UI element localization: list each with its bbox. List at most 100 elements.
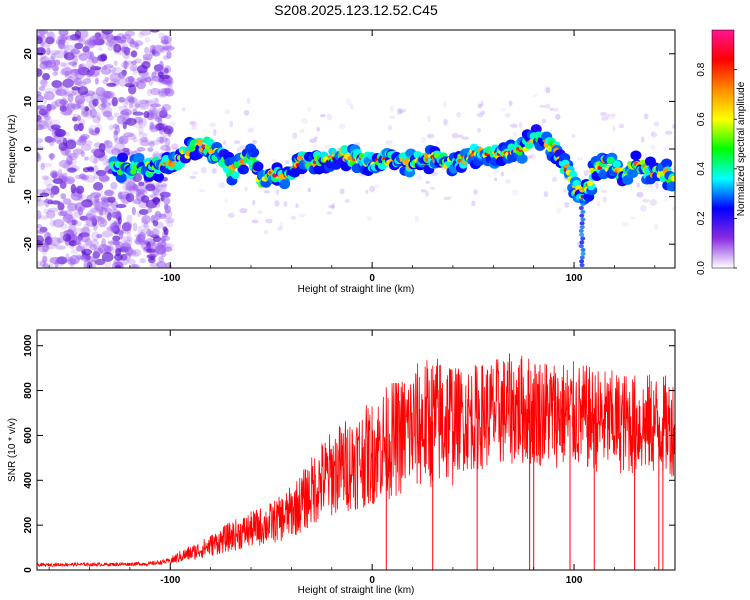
heat-faint-blob (611, 148, 615, 153)
heat-noise-blob (119, 110, 129, 116)
heat-noise-blob (63, 44, 76, 54)
spectrogram-ylabel: Frequency (Hz) (7, 115, 18, 184)
heat-faint-blob (473, 189, 479, 195)
heat-noise-blob (37, 146, 45, 151)
heat-noise-blob (125, 181, 136, 191)
heat-faint-blob (246, 97, 251, 105)
heat-noise-blob (66, 220, 74, 225)
heat-faint-blob (649, 198, 657, 206)
heat-noise-blob (46, 47, 51, 56)
heat-faint-blob (385, 140, 393, 146)
heat-noise-blob (115, 259, 121, 267)
heat-noise-blob (160, 183, 168, 188)
heat-noise-blob (77, 194, 86, 200)
heat-noise-blob (124, 112, 130, 118)
heat-noise-blob (109, 72, 122, 83)
heat-ridge-blob (237, 164, 249, 175)
heat-noise-blob (164, 88, 175, 97)
heat-noise-blob (64, 52, 75, 61)
heat-noise-blob (129, 38, 135, 45)
heat-noise-blob (84, 213, 96, 221)
heat-faint-blob (298, 174, 305, 179)
heat-noise-blob (133, 233, 140, 238)
heat-noise-blob (64, 147, 71, 158)
heat-faint-blob (443, 101, 447, 108)
heat-faint-blob (539, 104, 547, 108)
heat-faint-blob (200, 166, 207, 174)
heat-noise-blob (160, 144, 171, 151)
heat-noise-blob (68, 160, 73, 165)
heat-noise-blob (62, 213, 74, 223)
heat-noise-blob (149, 121, 155, 131)
heat-faint-blob (650, 132, 658, 138)
heat-noise-blob (75, 245, 83, 252)
heat-faint-blob (313, 136, 318, 140)
heat-noise-blob (71, 103, 81, 110)
heat-faint-blob (339, 188, 345, 195)
heat-spike-blob (578, 198, 584, 203)
heat-noise-blob (150, 227, 161, 237)
heat-noise-blob (72, 219, 78, 226)
heat-noise-blob (144, 100, 155, 107)
heat-faint-blob (621, 222, 629, 227)
heat-ridge-blob (272, 173, 278, 178)
heat-noise-blob (71, 86, 80, 91)
heat-noise-blob (62, 78, 74, 88)
heat-noise-blob (98, 103, 107, 111)
heat-faint-blob (664, 195, 668, 202)
heat-noise-blob (77, 85, 89, 96)
heat-noise-blob (85, 240, 93, 249)
heat-noise-blob (121, 61, 130, 69)
heat-noise-blob (133, 124, 144, 129)
heat-faint-blob (480, 100, 484, 107)
heat-faint-blob (499, 107, 507, 112)
heat-noise-blob (128, 103, 133, 109)
heat-noise-blob (67, 93, 74, 103)
heat-noise-blob (100, 102, 107, 109)
heat-ridge-blob (248, 147, 260, 158)
heat-noise-blob (120, 258, 129, 266)
heat-noise-blob (72, 148, 84, 155)
heat-faint-blob (387, 124, 393, 131)
heat-noise-blob (114, 241, 125, 249)
heat-ridge-blob (347, 156, 353, 161)
heat-noise-blob (62, 107, 73, 116)
heat-noise-blob (37, 229, 45, 234)
heat-noise-blob (89, 129, 99, 136)
heat-ridge-blob (612, 160, 621, 168)
heat-noise-blob (46, 263, 54, 268)
heat-noise-blob (40, 162, 45, 171)
heat-noise-blob (132, 67, 138, 76)
heat-noise-blob (43, 176, 53, 187)
heat-noise-blob (85, 140, 93, 146)
heat-ridge-blob (239, 158, 244, 164)
heat-noise-blob (149, 30, 160, 33)
heat-noise-blob (81, 248, 93, 256)
heat-faint-blob (541, 118, 547, 124)
heat-noise-blob (119, 114, 126, 119)
heat-noise-blob (111, 96, 118, 107)
heat-faint-blob (530, 153, 536, 160)
heat-spike-blob (578, 228, 584, 233)
heat-noise-blob (67, 75, 80, 83)
heat-noise-blob (37, 36, 43, 45)
x-tick-label: -100 (160, 273, 180, 284)
heat-faint-blob (641, 136, 645, 143)
y-tick-label: 1000 (23, 334, 34, 357)
heat-faint-blob (553, 107, 559, 112)
heat-faint-blob (396, 108, 403, 115)
heat-faint-blob (326, 113, 333, 121)
heat-faint-blob (555, 113, 561, 120)
heat-faint-blob (643, 113, 649, 120)
heat-faint-blob (500, 171, 505, 177)
heat-noise-blob (126, 214, 133, 223)
heat-noise-blob (87, 167, 95, 173)
snr-plot-area (37, 353, 675, 570)
heat-noise-blob (49, 170, 59, 179)
heat-noise-blob (97, 218, 108, 228)
heat-noise-blob (56, 139, 62, 145)
heat-noise-blob (76, 115, 82, 121)
heat-noise-blob (47, 207, 59, 213)
heat-noise-blob (152, 97, 159, 103)
